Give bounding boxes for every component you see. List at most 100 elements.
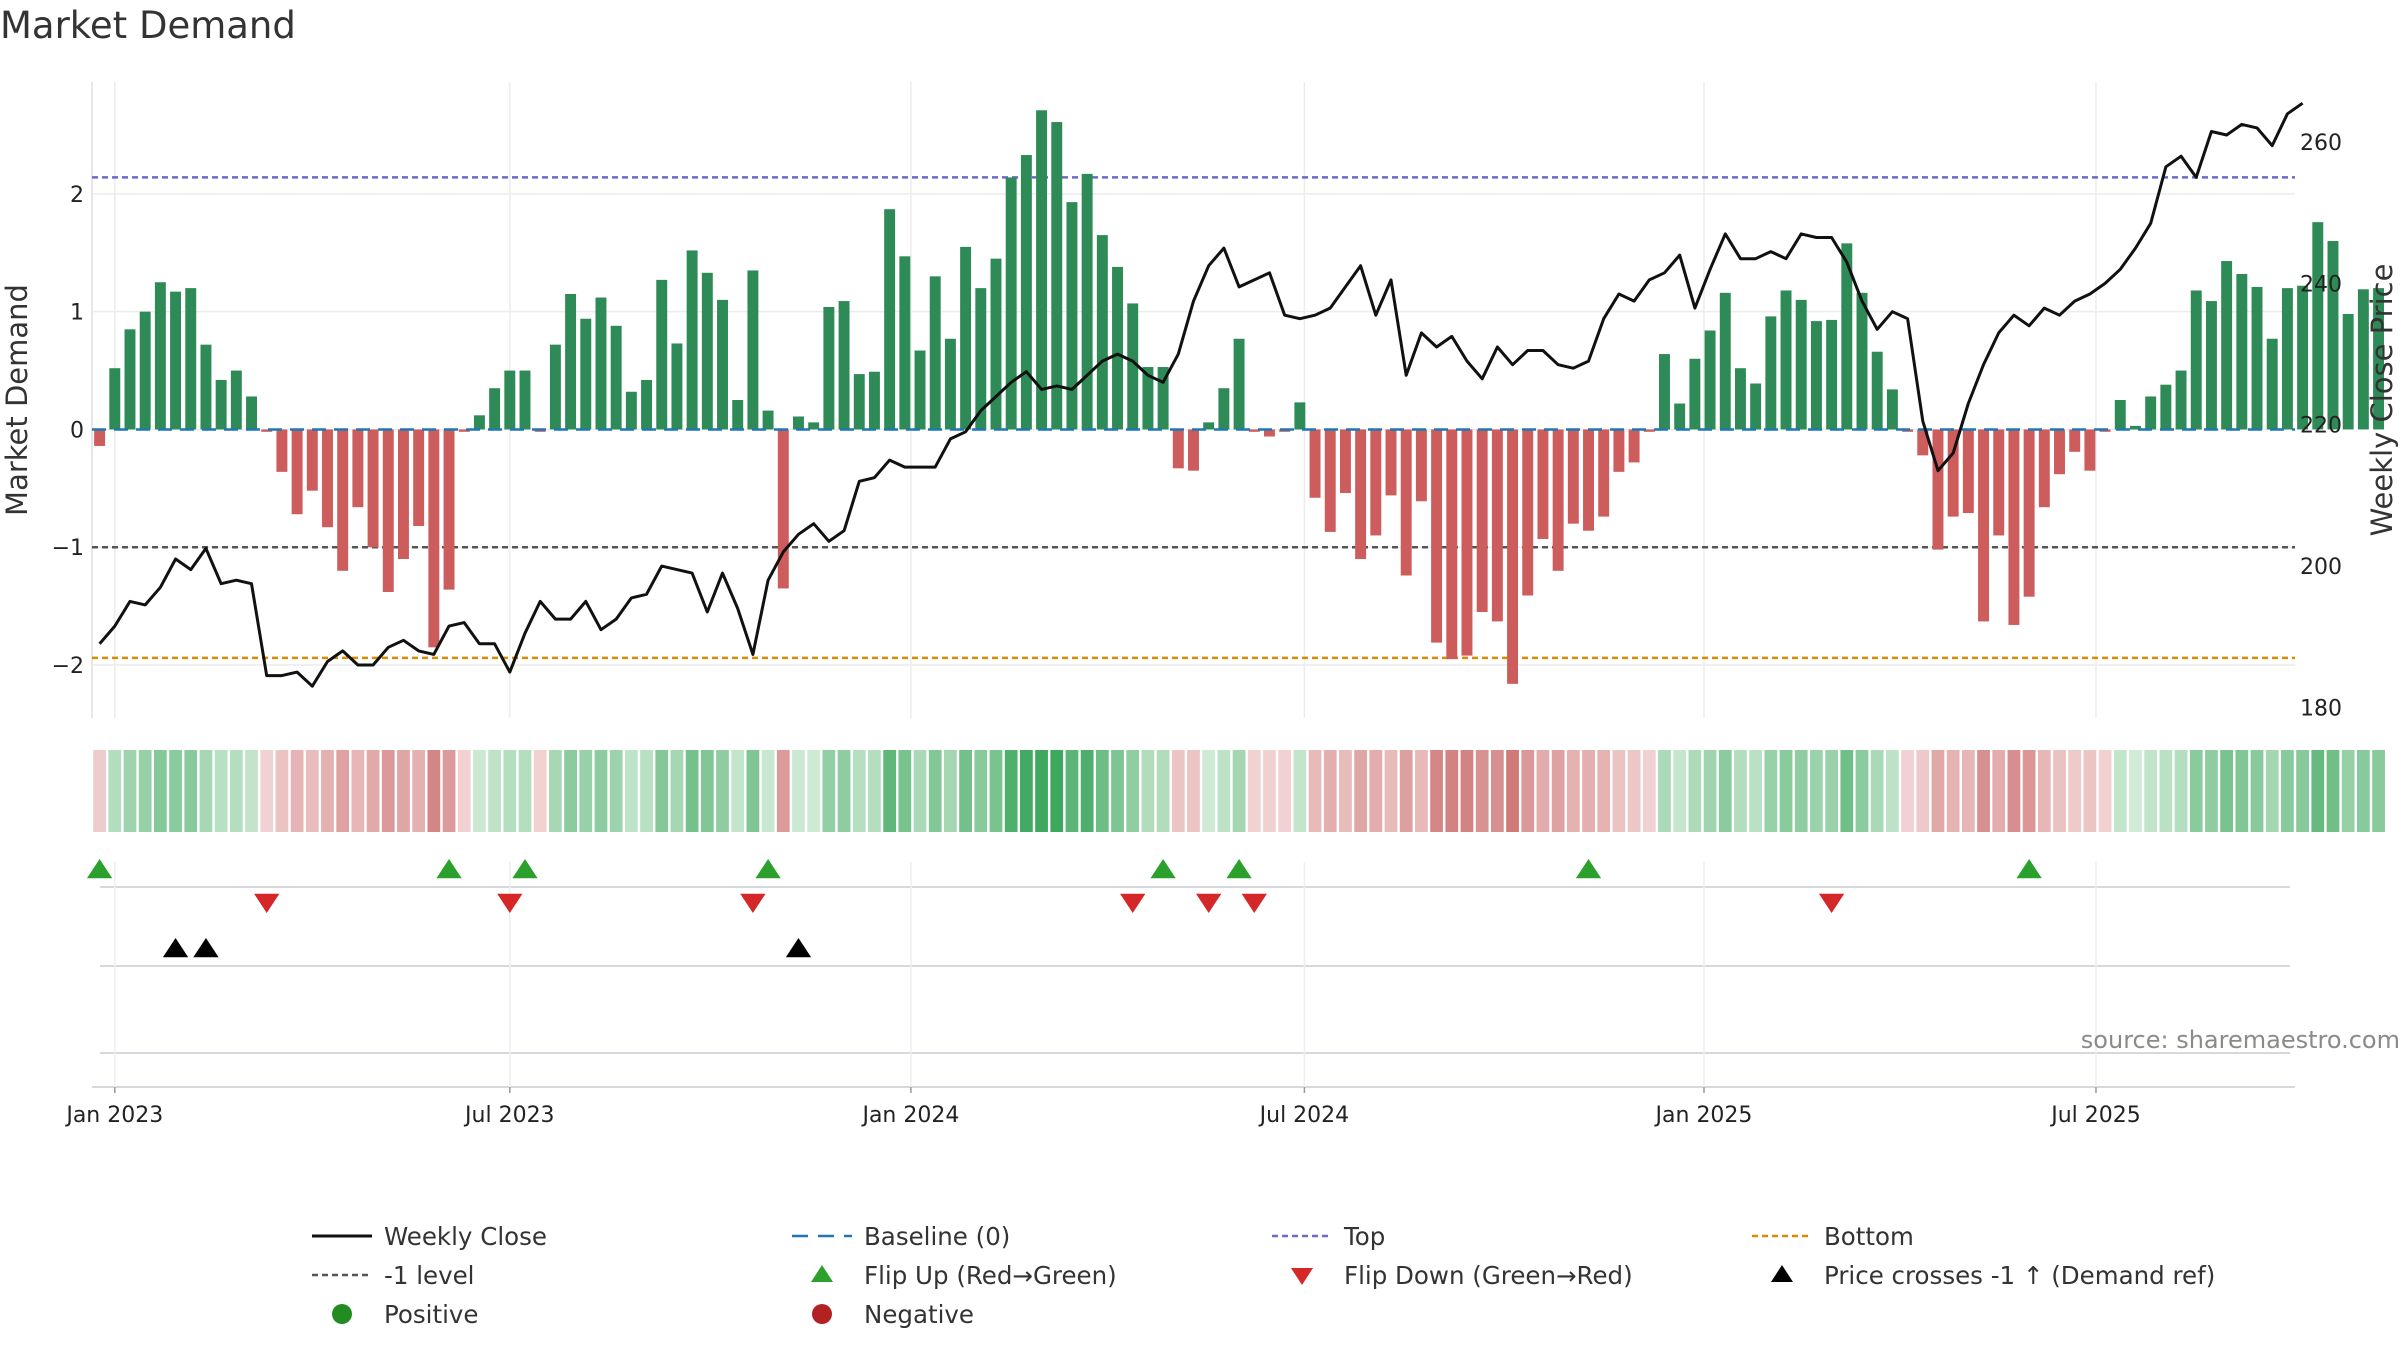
x-tick-label: Jul 2023 [463,1103,555,1128]
demand-bar [109,368,121,430]
demand-bar [671,343,683,430]
demand-bar [322,429,333,528]
heat-cell [2189,750,2203,832]
heat-cell [1673,750,1687,832]
heat-cell [1825,750,1838,832]
heat-cell [275,750,289,832]
demand-bar [1917,429,1929,456]
heat-cell [1627,750,1641,832]
flip-down-marker [1818,893,1845,913]
legend-item-negative: Negative [812,1300,974,1329]
heat-cell [1004,750,1018,832]
demand-bar [580,318,592,430]
heat-cell [2311,750,2325,832]
legend-label: Weekly Close [384,1222,547,1251]
demand-bar [641,379,653,430]
demand-bar [808,422,820,430]
flip-down-marker [740,893,766,913]
legend-label: Bottom [1824,1222,1914,1251]
heat-cell [1582,750,1595,832]
legend-label: Flip Up (Red→Green) [864,1261,1117,1290]
demand-bar [1172,429,1184,469]
demand-bar [306,429,318,491]
demand-bar [1978,429,1990,622]
heat-cell [1384,750,1398,832]
demand-bar [139,311,151,430]
source-note: source: sharemaestro.com [2081,1026,2400,1054]
demand-bar [1689,358,1701,430]
legend: Weekly Close Baseline (0) Top Bottom -1 leve… [312,1222,2215,1329]
heat-cell [457,750,471,832]
heat-cell [1566,750,1580,832]
demand-bar [170,291,182,430]
demand-bar [1066,202,1078,430]
demand-bar [154,282,166,430]
demand-bar [1841,243,1853,430]
heat-cell [868,750,881,832]
heat-cell [1734,750,1747,832]
left-axis-label: Market Demand [0,284,34,516]
demand-bar [2236,273,2248,430]
demand-bar [124,329,136,430]
demand-bar [1871,351,1883,430]
heat-cell [1232,750,1246,832]
legend-item-positive: Positive [332,1300,478,1329]
heat-cell [366,750,380,832]
demand-bar [1370,429,1382,536]
demand-bar [1734,368,1746,430]
legend-swatch [1291,1268,1313,1285]
heat-cell [2022,750,2036,832]
demand-bar [276,429,288,472]
demand-bar [1142,367,1154,430]
flip-up-marker [2016,859,2042,879]
heat-cell [473,750,486,832]
demand-bar [1385,429,1397,496]
heat-cell [1293,750,1307,832]
x-tick-label: Jan 2024 [860,1103,959,1128]
heat-cell [108,750,122,832]
demand-bar [868,371,880,430]
price-cross-marker [193,938,219,958]
demand-bar [2114,400,2126,430]
heat-cell [1855,750,1869,832]
heat-cell [1263,750,1276,832]
heat-cell [822,750,836,832]
demand-bar [2190,290,2202,430]
demand-bar [1036,110,1048,430]
heat-cell [1369,750,1383,832]
heat-cell [1430,750,1443,832]
heat-cell [746,750,760,832]
demand-bar [291,429,303,515]
heat-cell [1323,750,1337,832]
heat-cell [153,750,167,832]
heat-cell [245,750,258,832]
heat-cell [442,750,456,832]
heat-cell [792,750,805,832]
demand-bar [1188,429,1199,471]
legend-label: Top [1343,1222,1385,1251]
heat-cell [1870,750,1884,832]
heat-cell [1095,750,1109,832]
heat-cell [412,750,426,832]
demand-bar [2175,370,2187,430]
demand-bar [1947,429,1959,517]
legend-label: Negative [864,1300,974,1329]
heat-cell [685,750,699,832]
heat-cell [1111,750,1124,832]
left-tick-label: −2 [52,654,84,679]
demand-bar [1628,429,1640,463]
heat-cell [1490,750,1504,832]
demand-bar [2327,241,2339,430]
demand-bar [1704,330,1716,430]
heat-cell [2296,750,2309,832]
demand-bar [838,301,850,430]
demand-bar [473,415,485,430]
heat-cell [229,750,243,832]
heat-cell [1597,750,1611,832]
legend-swatch [811,1265,833,1282]
heat-cell [1445,750,1459,832]
heat-cell [1050,750,1064,832]
heat-cell [2144,750,2158,832]
demand-bar [185,288,197,430]
demand-bar [549,344,561,430]
